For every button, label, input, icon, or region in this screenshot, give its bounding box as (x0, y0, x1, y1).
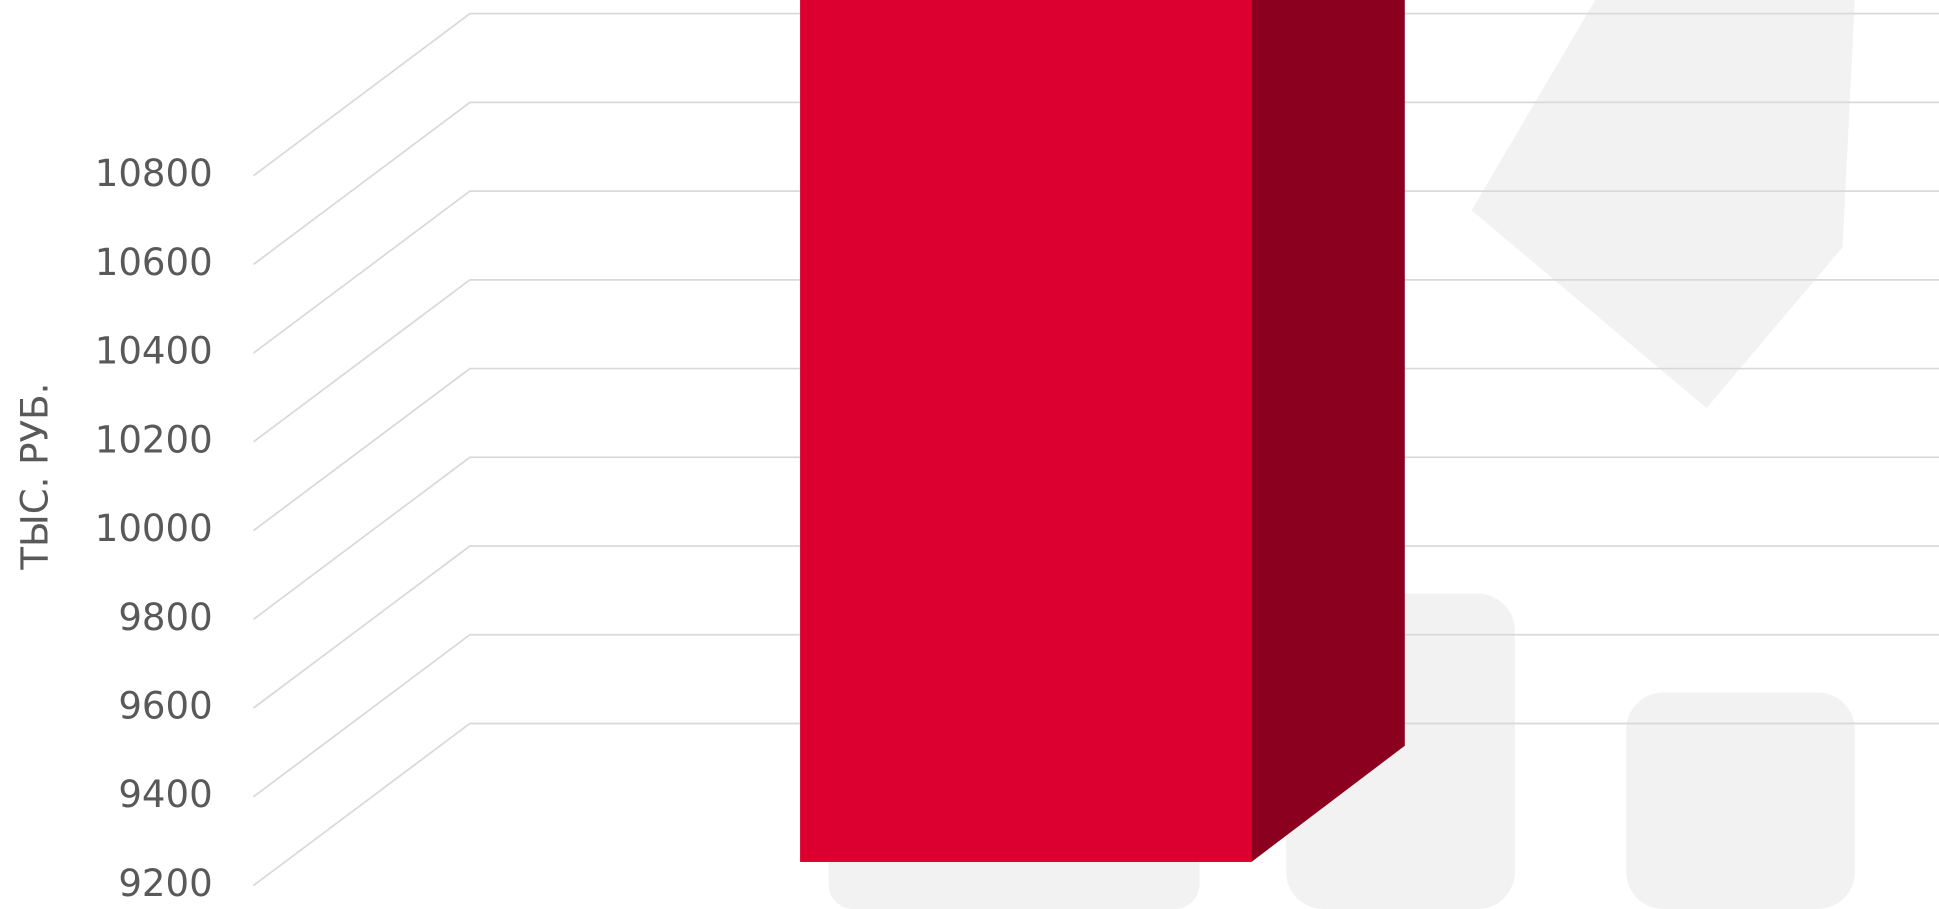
y-tick-label: 9800 (118, 596, 212, 639)
grid-line (252, 278, 1939, 443)
y-tick-label: 9200 (118, 862, 212, 905)
grid-line (252, 190, 1939, 354)
y-tick-label: 9600 (118, 685, 212, 728)
grid-line (252, 12, 1939, 177)
grid-line (252, 722, 1939, 887)
bar (800, 0, 1252, 862)
grid-line (252, 456, 1939, 620)
y-tick-label: 10800 (95, 152, 213, 195)
y-tick-label: 10200 (95, 418, 213, 461)
y-tick-label: 10400 (95, 330, 213, 373)
grid-line (252, 367, 1939, 532)
grid-line (252, 101, 1939, 266)
grid-line (252, 633, 1939, 798)
y-axis-label: ТЫС. РУБ. (14, 383, 57, 571)
bar-side (1251, 0, 1405, 862)
grid-line (252, 545, 1939, 709)
y-tick-label: 10600 (95, 241, 213, 284)
y-tick-label: 10000 (95, 507, 213, 550)
y-tick-label: 9400 (118, 773, 212, 816)
